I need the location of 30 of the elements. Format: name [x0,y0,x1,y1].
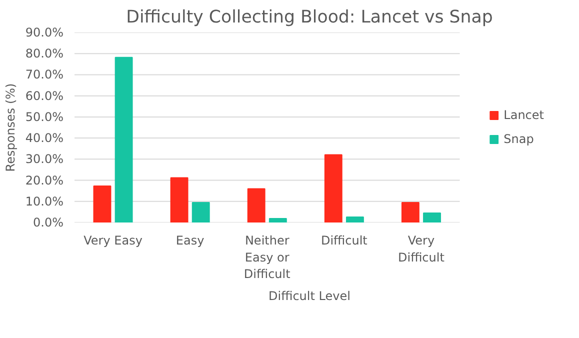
y-tick-label: 60.0% [25,88,64,103]
bar [423,212,441,222]
y-axis-title: Responses (%) [3,83,18,172]
y-tick-label: 80.0% [25,46,64,61]
bar [401,202,420,222]
bar [192,202,210,222]
bar [170,177,188,222]
y-tick-label: 10.0% [25,194,64,208]
bar [324,154,342,222]
y-tick-label: 20.0% [25,173,64,188]
bar [247,188,266,222]
chart-title: Difficulty Collecting Blood: Lancet vs Snap [126,8,493,28]
x-tick-label: Neither Easy or Difficult [244,234,291,282]
x-tick-label: Easy [176,234,204,248]
bar [268,218,287,222]
legend-label: Lancet [504,108,544,122]
x-axis-title: Difficult Level [268,289,350,304]
y-tick-label: 50.0% [25,110,64,124]
x-tick-label: Very Difficult [398,234,445,264]
bar [114,56,133,222]
bar [346,216,364,222]
y-tick-label: 0.0% [33,216,64,230]
y-tick-label: 40.0% [25,131,64,146]
x-tick-label: Very Easy [84,234,142,248]
y-tick-label: 30.0% [25,152,64,166]
y-tick-label: 90.0% [25,26,64,40]
legend-label: Snap [504,132,534,146]
x-tick-label: Difficult [320,234,368,248]
bar [93,185,112,222]
y-tick-label: 70.0% [25,68,64,82]
